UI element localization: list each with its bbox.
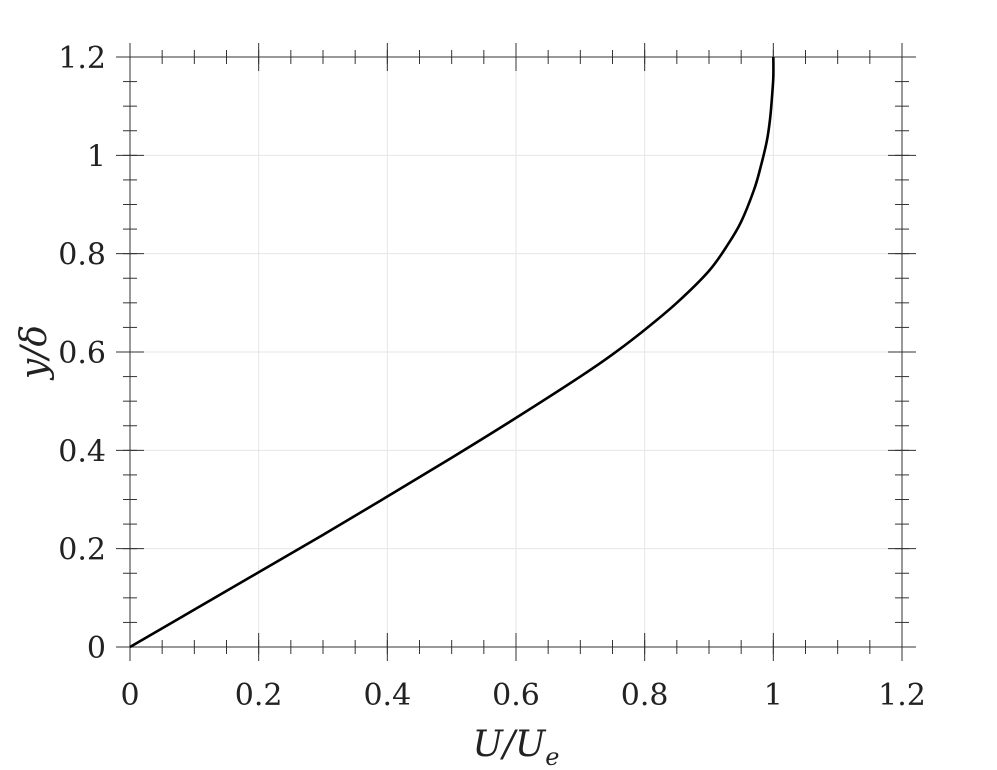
velocity-profile-line <box>129 56 775 649</box>
y-tick-labels: 0 0.2 0.4 0.6 0.8 1 1.2 <box>58 41 106 666</box>
y-tick-label: 1 <box>87 139 106 174</box>
x-tick-label: 1 <box>764 678 783 713</box>
x-axis-label-main: U/U <box>472 724 546 765</box>
series-layer <box>129 56 775 649</box>
y-tick-label: 0.2 <box>58 533 106 568</box>
x-tick-label: 0.6 <box>492 678 540 713</box>
x-axis-label-subscript: e <box>545 743 559 770</box>
y-tick-label: 0.6 <box>58 336 106 371</box>
y-tick-label: 0.8 <box>58 238 106 273</box>
x-tick-labels: 0 0.2 0.4 0.6 0.8 1 1.2 <box>120 678 925 713</box>
x-axis-label: U/Ue <box>472 724 559 770</box>
x-tick-label: 0.2 <box>235 678 283 713</box>
plot-frame <box>129 56 903 648</box>
y-tick-label: 0 <box>87 631 106 666</box>
x-tick-label: 0 <box>120 678 139 713</box>
y-tick-label: 0.4 <box>58 434 106 469</box>
y-tick-label: 1.2 <box>58 41 106 76</box>
grid-lines <box>129 56 903 648</box>
x-tick-label: 0.8 <box>621 678 669 713</box>
x-tick-label: 0.4 <box>363 678 411 713</box>
y-axis-label: y/δ <box>14 325 55 381</box>
x-tick-label: 1.2 <box>878 678 926 713</box>
